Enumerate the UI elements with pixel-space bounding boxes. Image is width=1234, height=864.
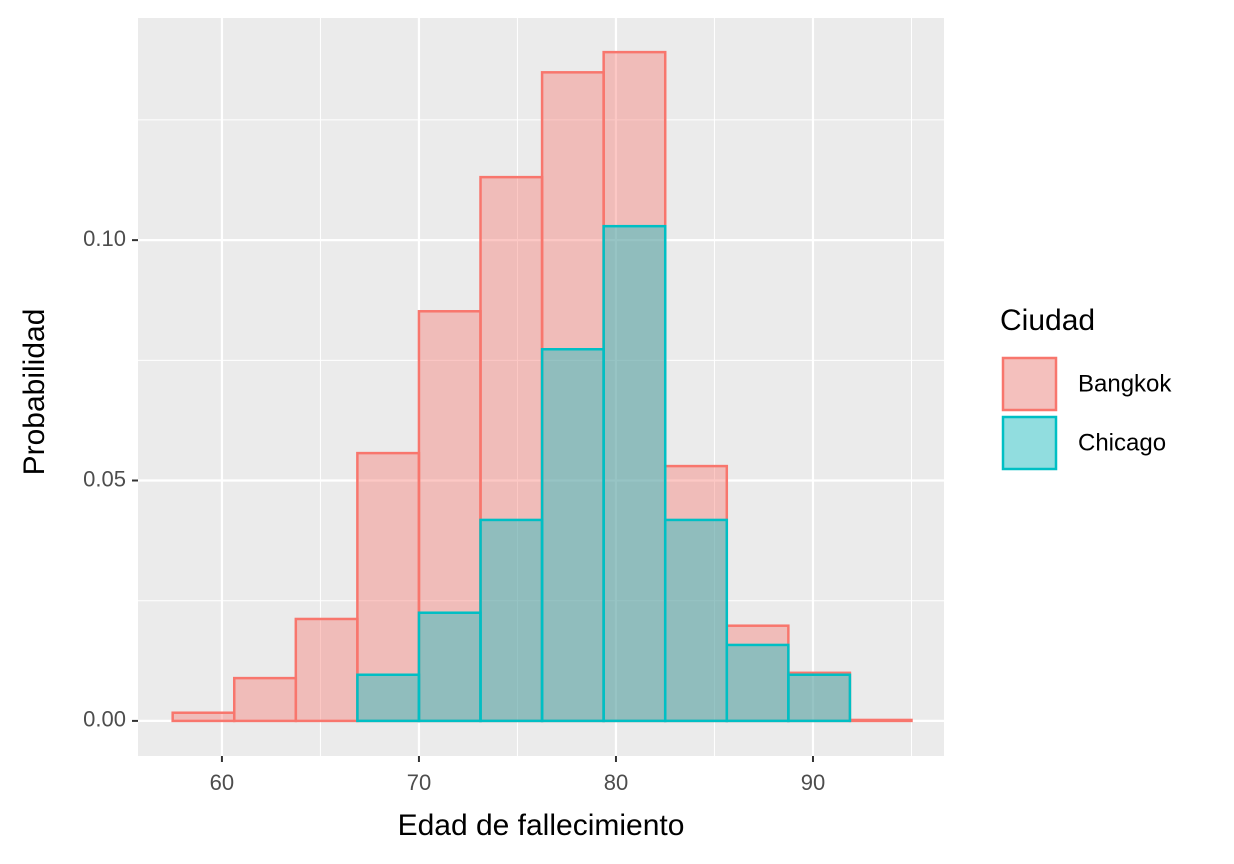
legend-title: Ciudad	[1000, 304, 1095, 337]
bar	[294, 617, 359, 723]
bar	[787, 673, 852, 723]
bar	[479, 175, 544, 723]
bar	[356, 451, 421, 723]
bar	[602, 224, 667, 723]
legend-label: Chicago	[1078, 429, 1166, 456]
bar	[232, 676, 298, 723]
y-tick-label: 0.05	[83, 466, 126, 491]
x-tick-label: 90	[801, 770, 825, 795]
bar	[356, 673, 421, 723]
bars	[171, 50, 913, 723]
bar	[725, 643, 790, 723]
x-axis-title: Edad de fallecimiento	[398, 809, 685, 842]
bar	[417, 310, 482, 723]
legend: Bangkok Chicago	[1001, 356, 1172, 471]
x-tick-label: 70	[407, 770, 431, 795]
bar	[540, 348, 605, 723]
bar	[848, 718, 913, 723]
bar	[663, 518, 729, 723]
bar	[171, 711, 236, 723]
x-tick-label: 80	[604, 770, 628, 795]
legend-key	[1001, 356, 1058, 412]
y-tick-label: 0.00	[83, 707, 126, 732]
y-axis-title: Probabilidad	[18, 309, 51, 476]
axes: 60 70 80 90 0.00 0.05 0.10	[83, 226, 825, 795]
bar	[417, 611, 482, 723]
legend-key-bg	[1002, 416, 1057, 470]
legend-key-bg	[1002, 357, 1057, 411]
y-tick-label: 0.10	[83, 226, 126, 251]
legend-label: Bangkok	[1078, 370, 1172, 397]
bar	[602, 50, 667, 723]
x-tick-label: 60	[210, 770, 234, 795]
legend-key	[1001, 415, 1058, 471]
bar	[479, 518, 544, 723]
